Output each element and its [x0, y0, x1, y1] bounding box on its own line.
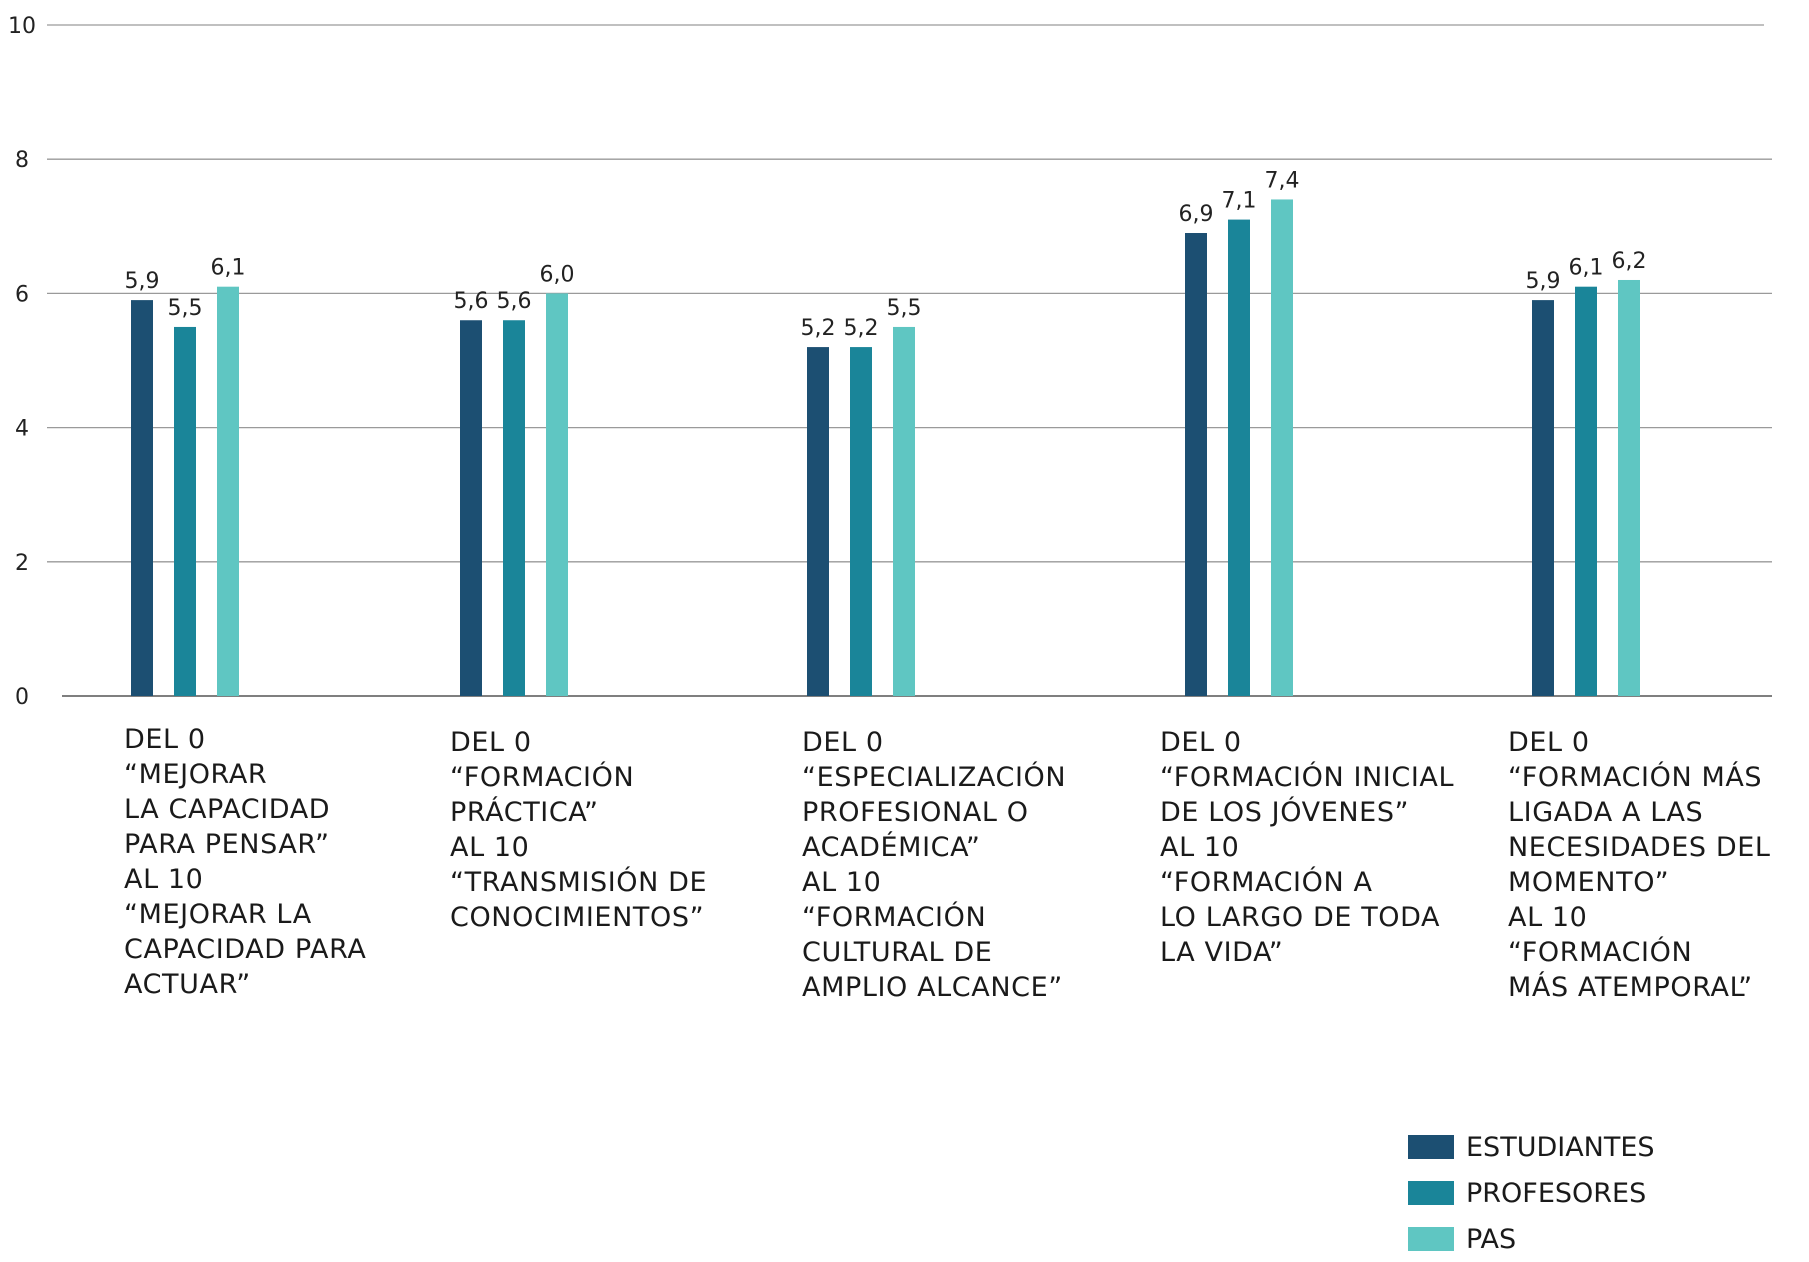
- category-label-line: AL 10: [124, 864, 204, 895]
- legend-swatch: [1408, 1135, 1454, 1159]
- category-label-line: “MEJORAR: [124, 759, 268, 790]
- category-label-line: “FORMACIÓN A: [1160, 867, 1373, 898]
- y-tick-label: 8: [15, 148, 29, 173]
- category-label: DEL 0 “FORMACIÓN MÁS LIGADA A LAS NECESIDAD…: [1508, 725, 1771, 1005]
- bar-value-label: 6,2: [1612, 249, 1647, 274]
- bar-estudiantes: [1185, 233, 1207, 696]
- legend: ESTUDIANTES PROFESORES PAS: [1408, 1124, 1655, 1262]
- bar-estudiantes: [807, 347, 829, 696]
- bar-profesores: [1228, 219, 1250, 696]
- bar-pas: [893, 326, 915, 696]
- category-label-line: LA CAPACIDAD: [124, 794, 331, 825]
- bar-value-label: 6,1: [1569, 256, 1604, 281]
- category-label-line: DEL 0: [1508, 727, 1590, 758]
- y-tick-label: 0: [15, 685, 29, 710]
- category-label-line: “MEJORAR LA: [124, 899, 312, 930]
- category-label-line: ACTUAR”: [124, 969, 251, 1000]
- legend-label: ESTUDIANTES: [1466, 1131, 1655, 1163]
- category-label-line: LIGADA A LAS: [1508, 797, 1704, 828]
- value-labels: 5,9 5,6 5,2 6,9 5,9 5,5 5,6 5,2 7,1 6,1 6,1 6,0 5,5 7…: [125, 168, 1647, 341]
- category-label-line: NECESIDADES DEL: [1508, 832, 1771, 863]
- category-label: DEL 0 “FORMACIÓN INICIAL DE LOS JÓVENES” AL…: [1160, 725, 1454, 970]
- bar-value-label: 5,5: [887, 296, 922, 321]
- bar-profesores: [503, 320, 525, 696]
- category-label-line: PARA PENSAR”: [124, 829, 330, 860]
- category-label-line: “ESPECIALIZACIÓN: [802, 762, 1067, 793]
- bar-value-label: 5,6: [454, 289, 489, 314]
- category-label-line: DEL 0: [124, 724, 206, 755]
- category-label-line: MÁS ATEMPORAL”: [1508, 972, 1753, 1003]
- category-label-line: CAPACIDAD PARA: [124, 934, 367, 965]
- bar-profesores: [1575, 286, 1597, 696]
- legend-item-estudiantes: ESTUDIANTES: [1408, 1124, 1655, 1170]
- bar-estudiantes: [1532, 300, 1554, 696]
- category-label-line: AL 10: [450, 832, 530, 863]
- legend-label: PAS: [1466, 1223, 1517, 1255]
- category-label-line: LO LARGO DE TODA: [1160, 902, 1441, 933]
- y-axis-ticks: 0 2 4 6 8 10: [8, 14, 36, 710]
- legend-item-pas: PAS: [1408, 1216, 1655, 1262]
- bar-value-label: 5,2: [801, 316, 836, 341]
- bar-pas: [546, 293, 568, 696]
- y-tick-label: 4: [15, 417, 29, 442]
- category-label-line: “FORMACIÓN INICIAL: [1160, 762, 1455, 793]
- bar-value-label: 5,9: [125, 269, 160, 294]
- bar-value-label: 5,9: [1526, 269, 1561, 294]
- category-label-line: MOMENTO”: [1508, 867, 1670, 898]
- category-label-line: “FORMACIÓN MÁS: [1508, 762, 1763, 793]
- bars: [131, 199, 1640, 696]
- category-label-line: “FORMACIÓN: [450, 762, 635, 793]
- bar-value-label: 6,9: [1179, 202, 1214, 227]
- category-label-line: DEL 0: [802, 727, 884, 758]
- category-label-line: “FORMACIÓN: [802, 902, 987, 933]
- category-label-line: CULTURAL DE: [802, 937, 993, 968]
- category-label-line: CONOCIMIENTOS”: [450, 902, 705, 933]
- category-label-line: DEL 0: [1160, 727, 1242, 758]
- bar-pas: [217, 286, 239, 696]
- legend-swatch: [1408, 1227, 1454, 1251]
- legend-label: PROFESORES: [1466, 1177, 1647, 1209]
- bar-profesores: [850, 347, 872, 696]
- category-label-line: AMPLIO ALCANCE”: [802, 972, 1063, 1003]
- bar-pas: [1618, 279, 1640, 696]
- category-label-line: AL 10: [802, 867, 882, 898]
- bar-estudiantes: [460, 320, 482, 696]
- category-label: DEL 0 “ESPECIALIZACIÓN PROFESIONAL O ACADÉM…: [802, 725, 1066, 1005]
- category-label-line: DE LOS JÓVENES”: [1160, 797, 1410, 828]
- category-label-line: AL 10: [1160, 832, 1240, 863]
- bar-value-label: 5,2: [844, 316, 879, 341]
- category-label: DEL 0 “MEJORAR LA CAPACIDAD PARA PENSAR” AL …: [124, 722, 366, 1002]
- bar-value-label: 7,1: [1222, 189, 1257, 214]
- category-label-line: AL 10: [1508, 902, 1588, 933]
- category-label-line: DEL 0: [450, 727, 532, 758]
- category-label-line: “FORMACIÓN: [1508, 937, 1693, 968]
- category-label-line: PRÁCTICA”: [450, 797, 599, 828]
- y-tick-label: 10: [8, 14, 36, 39]
- bar-value-label: 5,6: [497, 289, 532, 314]
- legend-item-profesores: PROFESORES: [1408, 1170, 1655, 1216]
- bar-value-label: 6,1: [211, 256, 246, 281]
- y-tick-label: 2: [15, 551, 29, 576]
- category-label: DEL 0 “FORMACIÓN PRÁCTICA” AL 10 “TRANSMISIÓ…: [450, 725, 707, 935]
- category-label-line: “TRANSMISIÓN DE: [450, 867, 708, 898]
- bar-value-label: 5,5: [168, 296, 203, 321]
- bar-profesores: [174, 326, 196, 696]
- bar-estudiantes: [131, 300, 153, 696]
- y-tick-label: 6: [15, 282, 29, 307]
- legend-swatch: [1408, 1181, 1454, 1205]
- category-label-line: PROFESIONAL O: [802, 797, 1029, 828]
- category-label-line: LA VIDA”: [1160, 937, 1284, 968]
- bar-value-label: 6,0: [540, 262, 575, 287]
- bar-pas: [1271, 199, 1293, 696]
- category-label-line: ACADÉMICA”: [802, 832, 981, 863]
- bar-value-label: 7,4: [1265, 168, 1300, 193]
